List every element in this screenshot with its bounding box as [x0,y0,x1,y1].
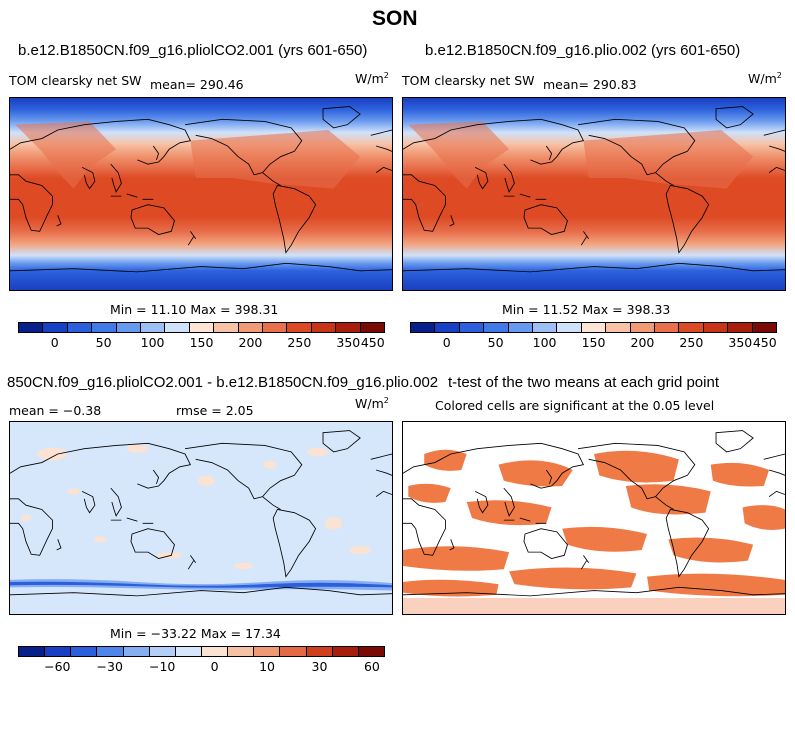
panel4-title: t-test of the two means at each grid poi… [448,374,719,391]
colorbar-swatch [141,323,166,332]
panel2-map [402,97,786,291]
colorbar-tick-label: 60 [363,659,380,674]
panel1-variable: TOM clearsky net SW [9,73,142,88]
panel1-minmax: Min = 11.10 Max = 398.31 [110,302,279,317]
colorbar-swatch [557,323,582,332]
colorbar-tick-label: 200 [630,335,655,350]
colorbar-swatch [165,323,190,332]
panel3-map [9,421,393,615]
colorbar-swatch [116,323,142,332]
panel1-mean: mean= 290.46 [150,77,244,92]
panel3-title: 850CN.f09_g16.pliolCO2.001 - b.e12.B1850… [7,374,439,391]
colorbar-swatch [45,647,72,656]
colorbar-swatch [311,323,337,332]
colorbar-tick-label: 10 [259,659,275,674]
panel1-colorbar-ticks: 0 50 100 150 200 250 350 450 [18,335,385,351]
panel3-stats-mean: mean = −0.38 [9,403,102,418]
colorbar-swatch [175,647,202,656]
colorbar-swatch [19,647,46,656]
colorbar-swatch [238,323,264,332]
panel4-map [402,421,786,615]
colorbar-swatch [287,323,312,332]
colorbar-tick-label: 100 [140,335,165,350]
panel2-mean: mean= 290.83 [543,77,637,92]
colorbar-swatch [67,323,93,332]
colorbar-swatch [189,323,215,332]
colorbar-tick-label: 0 [50,335,59,350]
colorbar-tick-label: 0 [210,659,219,674]
colorbar-tick-label: 50 [487,335,504,350]
colorbar-swatch [43,323,68,332]
colorbar-swatch [201,647,229,656]
panel2-title: b.e12.B1850CN.f09_g16.plio.002 (yrs 601-… [425,42,741,59]
colorbar-tick-label: −10 [148,659,176,674]
colorbar-swatch [92,323,117,332]
panel4-map-svg [403,422,785,614]
colorbar-swatch [728,323,753,332]
panel3-minmax: Min = −33.22 Max = 17.34 [110,626,281,641]
colorbar-tick-label: 250 [287,335,312,350]
panel3-colorbar [18,646,385,657]
colorbar-tick-label: 30 [311,659,328,674]
colorbar-swatch [752,323,777,332]
colorbar-swatch [336,323,361,332]
colorbar-swatch [280,647,307,656]
figure-title: SON [372,7,418,30]
colorbar-swatch [703,323,729,332]
colorbar-swatch [228,647,255,656]
colorbar-swatch [411,323,436,332]
panel1-title: b.e12.B1850CN.f09_g16.pliolCO2.001 (yrs … [18,42,368,59]
panel3-units: W/m2 [355,396,389,412]
colorbar-swatch [214,323,239,332]
colorbar-swatch [360,323,385,332]
colorbar-swatch [263,323,288,332]
colorbar-swatch [71,647,98,656]
colorbar-swatch [459,323,485,332]
colorbar-tick-label: −30 [96,659,123,674]
colorbar-tick-label: 150 [189,335,214,350]
colorbar-tick-label: 450 [752,335,777,350]
panel1-map [9,97,393,291]
panel2-units: W/m2 [748,71,782,87]
panel3-map-svg [10,422,392,614]
colorbar-tick-label: 0 [442,335,451,350]
colorbar-swatch [358,647,384,656]
colorbar-swatch [149,647,176,656]
panel3-stats-rmse: rmse = 2.05 [176,403,254,418]
colorbar-tick-label: 150 [581,335,606,350]
colorbar-tick-label: 350 [728,335,753,350]
colorbar-tick-label: 350 [336,335,361,350]
colorbar-swatch [97,647,124,656]
panel2-map-svg [403,98,785,290]
colorbar-swatch [679,323,704,332]
panel3-colorbar-ticks: −60 −30 −10 0 10 30 60 [18,659,385,675]
colorbar-tick-label: 50 [95,335,112,350]
colorbar-swatch [435,323,460,332]
colorbar-swatch [306,647,333,656]
colorbar-tick-label: 450 [360,335,385,350]
colorbar-tick-label: −60 [44,659,71,674]
colorbar-swatch [606,323,631,332]
colorbar-swatch [630,323,656,332]
panel1-units: W/m2 [355,71,389,87]
colorbar-tick-label: 100 [532,335,557,350]
colorbar-swatch [581,323,607,332]
colorbar-swatch [655,323,680,332]
panel2-variable: TOM clearsky net SW [402,73,535,88]
panel2-colorbar-ticks: 0 50 100 150 200 250 350 450 [410,335,777,351]
panel1-colorbar [18,322,385,333]
colorbar-swatch [123,647,150,656]
panel2-minmax: Min = 11.52 Max = 398.33 [502,302,671,317]
colorbar-swatch [332,647,359,656]
colorbar-swatch [254,647,281,656]
colorbar-swatch [508,323,534,332]
colorbar-swatch [19,323,44,332]
colorbar-tick-label: 250 [679,335,704,350]
colorbar-swatch [533,323,558,332]
panel1-map-svg [10,98,392,290]
colorbar-tick-label: 200 [238,335,263,350]
colorbar-swatch [484,323,509,332]
panel4-subtitle: Colored cells are significant at the 0.0… [435,398,715,413]
panel2-colorbar [410,322,777,333]
